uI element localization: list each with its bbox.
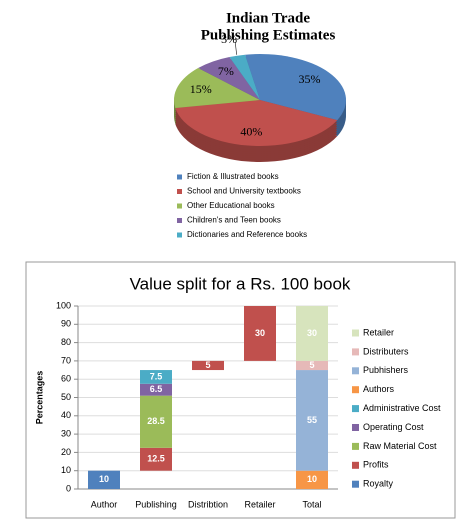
slice: [175, 100, 338, 146]
bar-segment: [140, 447, 172, 471]
bar-segment: [140, 370, 172, 384]
legend-swatch: [177, 174, 182, 180]
slice-label: 7%: [218, 64, 234, 78]
bar-label: 7.5: [150, 371, 163, 381]
y-tick-label: 90: [61, 319, 71, 329]
bar-segment: [296, 370, 328, 471]
legend-swatch: [177, 218, 182, 223]
chart-title: Value split for a Rs. 100 book: [130, 274, 351, 293]
y-tick-label: 50: [61, 392, 71, 402]
chart-title: Indian Trade: [226, 10, 310, 26]
bar-segment: [296, 306, 328, 361]
y-axis-label: Percentages: [34, 371, 44, 425]
y-tick-label: 20: [61, 447, 71, 457]
x-tick-label: Author: [91, 499, 118, 509]
bar-segment: [296, 360, 328, 371]
x-tick-label: Distribtion: [188, 499, 228, 509]
y-tick-label: 10: [61, 465, 71, 475]
slice-label: 35%: [298, 72, 320, 86]
bar-segment: [192, 360, 224, 371]
legend-label: School and University textbooks: [187, 187, 301, 196]
slice: [198, 56, 260, 100]
bar-label: 10: [307, 474, 317, 484]
legend-label: Other Educational books: [187, 201, 275, 210]
slice: [174, 68, 260, 108]
bar-label: 6.5: [150, 384, 163, 394]
y-tick-label: 80: [61, 337, 71, 347]
bar-label: 28.5: [147, 416, 165, 426]
legend-swatch: [177, 189, 182, 194]
legend-label: Dictionaries and Reference books: [187, 230, 307, 239]
bar-label: 12.5: [147, 454, 165, 464]
slice-label: 3%: [221, 32, 237, 46]
y-tick-label: 40: [61, 410, 71, 420]
legend-label: Raw Material Cost: [363, 441, 437, 451]
bar-segment: [88, 470, 120, 489]
bar-segment: [140, 395, 172, 448]
y-tick-label: 0: [66, 483, 71, 493]
legend-label: Profits: [363, 460, 389, 470]
legend-swatch: [352, 405, 359, 413]
legend-swatch: [352, 461, 359, 469]
legend-swatch: [352, 348, 359, 356]
y-tick-label: 60: [61, 374, 71, 384]
bar-segment: [244, 306, 276, 361]
slice-label: 40%: [240, 125, 262, 139]
x-tick-label: Total: [302, 499, 321, 509]
legend-label: Pubhishers: [363, 365, 409, 375]
legend-swatch: [352, 442, 359, 450]
leader-line: [234, 42, 238, 55]
legend-swatch: [352, 367, 359, 375]
legend-label: Retailer: [363, 327, 394, 337]
legend-swatch: [352, 424, 359, 431]
bar-label: 5: [205, 360, 210, 370]
legend-label: Distributers: [363, 346, 409, 356]
bar-label: 30: [255, 328, 265, 338]
legend-swatch: [352, 480, 359, 488]
bar-label: 55: [307, 415, 317, 425]
x-tick-label: Retailer: [244, 499, 275, 509]
y-tick-label: 70: [61, 355, 71, 365]
x-tick-label: Publishing: [135, 499, 177, 509]
bar-segment: [296, 470, 328, 489]
legend-label: Authors: [363, 384, 395, 394]
legend-label: Administrative Cost: [363, 403, 441, 413]
slice: [245, 54, 347, 121]
slice-label: 15%: [190, 82, 212, 96]
legend-swatch: [177, 203, 182, 209]
slice: [229, 54, 260, 100]
legend-label: Children's and Teen books: [187, 216, 281, 225]
y-tick-label: 100: [56, 300, 71, 310]
legend-swatch: [177, 232, 182, 238]
bar-segment: [140, 383, 172, 396]
bar-label: 5: [309, 360, 314, 370]
legend-swatch: [352, 386, 359, 394]
legend-label: Operating Cost: [363, 422, 424, 432]
legend-label: Royalty: [363, 479, 394, 489]
legend-swatch: [352, 329, 359, 337]
y-tick-label: 30: [61, 428, 71, 438]
legend-label: Fiction & Illustrated books: [187, 172, 279, 181]
chart-title: Publishing Estimates: [201, 27, 336, 43]
bar-label: 30: [307, 328, 317, 338]
bar-label: 10: [99, 474, 109, 484]
